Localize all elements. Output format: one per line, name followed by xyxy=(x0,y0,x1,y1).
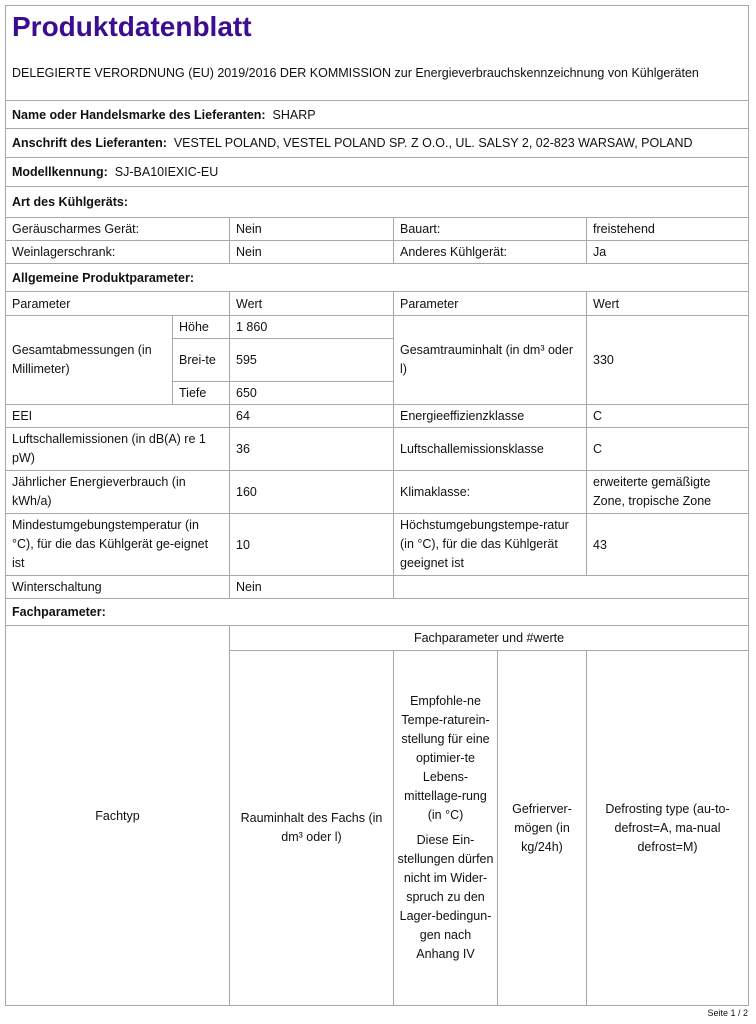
volume-value: 330 xyxy=(586,315,749,405)
type-heading: Art des Kühlgeräts: xyxy=(5,186,749,218)
model-row: Modellkennung: SJ-BA10IEXIC-EU xyxy=(5,157,749,187)
type-row: Weinlagerschrank: Nein Anderes Kühlgerät:… xyxy=(5,240,749,264)
col-freezing-capacity: Gefrierver-mögen (in kg/24h) xyxy=(497,650,587,1006)
param-row: Mindestumgebungstemperatur (in °C), für … xyxy=(5,513,749,576)
depth-value: 650 xyxy=(229,381,394,405)
compartment-group-header: Fachparameter und #werte xyxy=(229,625,749,651)
type-row: Geräuscharmes Gerät: Nein Bauart: freisteh… xyxy=(5,217,749,241)
page-title: Produktdatenblatt xyxy=(5,5,749,48)
regulation-text: DELEGIERTE VERORDNUNG (EU) 2019/2016 DER… xyxy=(5,47,749,101)
width-value: 595 xyxy=(229,338,394,382)
supplier-name-row: Name oder Handelsmarke des Lieferanten: … xyxy=(5,100,749,129)
compartment-heading: Fachparameter: xyxy=(5,598,749,626)
general-heading: Allgemeine Produktparameter: xyxy=(5,263,749,292)
param-row: Jährlicher Energieverbrauch (in kWh/a) 16… xyxy=(5,470,749,514)
general-header-row: Parameter Wert Parameter Wert xyxy=(5,291,749,316)
param-row: EEI 64 Energieeffizienzklasse C xyxy=(5,404,749,428)
dimensions-label: Gesamtabmessungen (in Millimeter) xyxy=(5,315,173,405)
col-compartment-volume: Rauminhalt des Fachs (in dm³ oder l) xyxy=(229,650,394,1006)
col-defrost-type: Defrosting type (au-to-defrost=A, ma-nua… xyxy=(586,650,749,1006)
param-row: Luftschallemissionen (in dB(A) re 1 pW) 3… xyxy=(5,427,749,471)
height-value: 1 860 xyxy=(229,315,394,339)
col-recommended-temp: Empfohle-ne Tempe-raturein-stellung für … xyxy=(393,650,498,1006)
col-compartment-type: Fachtyp xyxy=(5,625,230,1006)
winter-row: Winterschaltung Nein xyxy=(5,575,749,599)
supplier-address-row: Anschrift des Lieferanten: VESTEL POLAND… xyxy=(5,128,749,158)
page-number: Seite 1 / 2 xyxy=(707,1008,748,1018)
product-datasheet-table: Produktdatenblatt DELEGIERTE VERORDNUNG … xyxy=(5,5,749,1006)
